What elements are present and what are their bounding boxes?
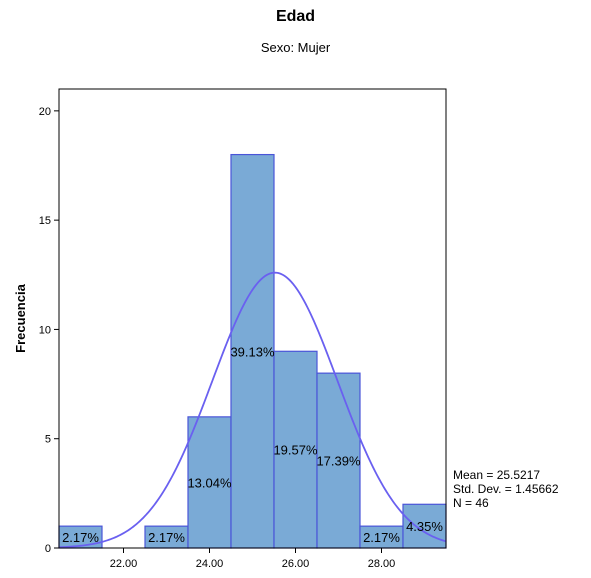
curve-layer: [58, 271, 447, 549]
n-text: N = 46: [453, 496, 489, 510]
x-tick-label: 28.00: [368, 558, 396, 570]
bars-layer: [58, 153, 447, 549]
x-tick-label: 22.00: [110, 558, 138, 570]
y-tick-label: 0: [45, 543, 51, 555]
y-tick-label: 20: [39, 106, 51, 118]
stats-box: Mean = 25.5217 Std. Dev. = 1.45662 N = 4…: [453, 468, 559, 510]
chart-subtitle: Sexo: Mujer: [260, 40, 331, 55]
y-tick-label: 5: [45, 434, 51, 446]
x-tick-label: 26.00: [282, 558, 310, 570]
normal-curve-line: [58, 271, 447, 549]
bar-percent-label: 13.04%: [187, 475, 232, 490]
data-labels-layer: 2.17% 2.17% 13.04% 39.13% 19.57%17.39% 2.17% 4…: [62, 344, 443, 545]
histogram-bar: [316, 372, 361, 549]
bar-percent-label: 39.13%: [230, 344, 275, 359]
chart-title: Edad: [275, 8, 316, 25]
axes-layer: 0 5 10 15 20 22.00 24.00 26.00 28.00 Frecuencia: [13, 88, 447, 570]
bar-percent-label: 4.35%: [406, 519, 443, 534]
y-tick-label: 10: [39, 324, 51, 336]
std-text: Std. Dev. = 1.45662: [453, 482, 559, 496]
x-tick-label: 24.00: [196, 558, 224, 570]
y-tick-label: 15: [39, 215, 51, 227]
bar-percent-label: 2.17%: [62, 530, 99, 545]
bar-percent-label: 17.39%: [316, 454, 361, 469]
histogram-bar: [402, 503, 447, 549]
bar-percent-label: 19.57%: [273, 443, 318, 458]
mean-text: Mean = 25.5217: [453, 468, 541, 482]
y-axis-label: Frecuencia: [13, 283, 28, 352]
histogram-bar: [230, 153, 275, 549]
bar-percent-label: 2.17%: [363, 530, 400, 545]
bar-percent-label: 2.17%: [148, 530, 185, 545]
plot-frame: [58, 88, 447, 549]
